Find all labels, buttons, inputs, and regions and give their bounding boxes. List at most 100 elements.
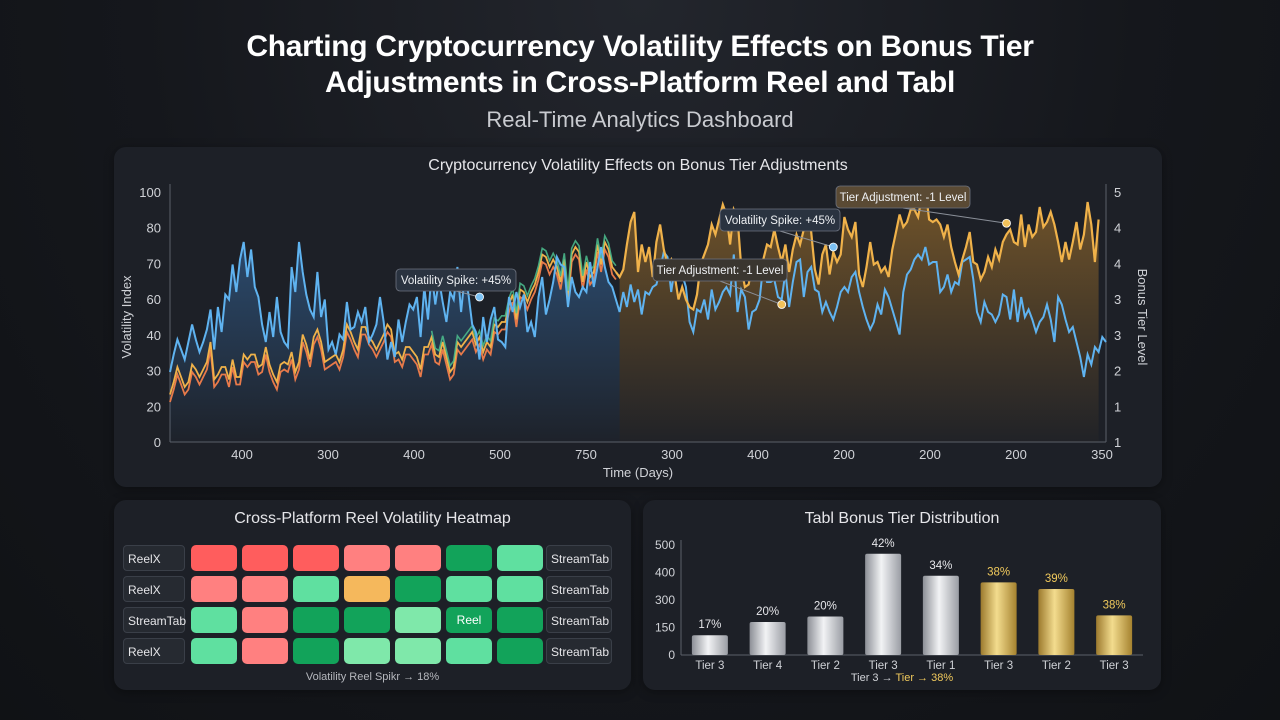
annotation-connector bbox=[902, 207, 1007, 224]
heatmap-cell[interactable] bbox=[395, 638, 441, 664]
x-axis-title: Time (Days) bbox=[603, 465, 673, 480]
bar bbox=[807, 616, 844, 655]
bar-y-tick: 0 bbox=[668, 648, 675, 662]
heatmap-cell[interactable] bbox=[395, 607, 441, 633]
heatmap-cell[interactable] bbox=[191, 545, 237, 571]
bar-y-tick: 300 bbox=[655, 593, 675, 607]
bar bbox=[865, 553, 902, 655]
volatility-area-fill bbox=[170, 242, 620, 442]
bar bbox=[691, 635, 728, 655]
annotation-label: Volatility Spike: +45% bbox=[401, 275, 511, 287]
heatmap-cell[interactable] bbox=[344, 576, 390, 602]
annotation-connector bbox=[779, 230, 834, 248]
y2-axis-title: Bonus Tier Level bbox=[1135, 269, 1150, 366]
y2-tick-label: 2 bbox=[1114, 364, 1121, 379]
heatmap-cell[interactable] bbox=[293, 607, 339, 633]
bar-value-label: 39% bbox=[1045, 573, 1068, 585]
bar-category-label: Tier 1 bbox=[926, 660, 955, 672]
bar-value-label: 38% bbox=[1103, 599, 1126, 611]
bar-caption-highlight: Tier → 38% bbox=[895, 672, 953, 684]
heatmap-cell[interactable] bbox=[191, 576, 237, 602]
heatmap-cell[interactable] bbox=[497, 607, 543, 633]
bar-category-label: Tier 2 bbox=[1042, 660, 1071, 672]
annotation-marker bbox=[777, 300, 787, 309]
heatmap-cell[interactable]: Reel bbox=[446, 607, 492, 633]
heatmap-cell[interactable] bbox=[395, 545, 441, 571]
heatmap-title: Cross-Platform Reel Volatility Heatmap bbox=[234, 510, 511, 527]
heatmap-cell[interactable] bbox=[242, 607, 288, 633]
bar bbox=[1038, 589, 1075, 655]
tier-line-early bbox=[169, 239, 617, 395]
heatmap-cell[interactable] bbox=[242, 638, 288, 664]
bar-category-label: Tier 2 bbox=[811, 660, 840, 672]
bar-category-label: Tier 3 bbox=[1100, 660, 1129, 672]
distribution-title: Tabl Bonus Tier Distribution bbox=[804, 510, 1000, 527]
y2-tick-label: 3 bbox=[1114, 292, 1121, 307]
annotation-connector bbox=[719, 280, 782, 305]
annotation-box bbox=[835, 185, 971, 209]
annotation-marker bbox=[828, 242, 838, 252]
bar-y-tick: 150 bbox=[655, 621, 675, 635]
bar-value-label: 38% bbox=[987, 566, 1010, 578]
x-tick-label: 200 bbox=[833, 447, 855, 462]
annotation-box bbox=[395, 268, 517, 292]
heatmap-cell[interactable] bbox=[293, 576, 339, 602]
heatmap-cell[interactable] bbox=[395, 576, 441, 602]
heatmap-row-label-right: StreamTab bbox=[546, 607, 612, 633]
x-tick-label: 300 bbox=[317, 447, 339, 462]
heatmap-row-label-left: ReelX bbox=[123, 576, 185, 602]
y2-tick-label: 4 bbox=[1114, 256, 1121, 271]
annotation-label: Tier Adjustment: -1 Level bbox=[840, 192, 967, 204]
volatility-line-chart[interactable]: Cryptocurrency Volatility Effects on Bon… bbox=[114, 147, 1162, 487]
y2-tick-label: 1 bbox=[1114, 399, 1121, 414]
heatmap-row-label-left: ReelX bbox=[123, 545, 185, 571]
bar-value-label: 20% bbox=[756, 606, 779, 618]
heatmap-cell[interactable] bbox=[446, 545, 492, 571]
bar-caption: Tier 3 → Tier → 38% bbox=[851, 672, 954, 684]
annotation-label: Volatility Spike: +45% bbox=[725, 215, 835, 227]
heatmap-cell[interactable] bbox=[191, 607, 237, 633]
tier-bar-chart[interactable]: 500 400 300 150 0 17% Tier 3 20% Tier 4 20% Tier 2… bbox=[643, 500, 1161, 690]
heatmap-row-label-right: StreamTab bbox=[546, 638, 612, 664]
bar-caption-part: Tier 3 → bbox=[851, 672, 896, 684]
y2-tick-label: 5 bbox=[1114, 185, 1121, 200]
heatmap-row-label-right: StreamTab bbox=[546, 576, 612, 602]
page-title-line-2: Adjustments in Cross-Platform Reel and T… bbox=[325, 66, 955, 99]
bar-category-label: Tier 3 bbox=[695, 660, 724, 672]
bar-category-label: Tier 4 bbox=[753, 660, 783, 672]
x-tick-label: 500 bbox=[489, 447, 511, 462]
heatmap-cell[interactable] bbox=[497, 545, 543, 571]
heatmap-row-label-left: StreamTab bbox=[123, 607, 186, 633]
x-tick-label: 400 bbox=[231, 447, 253, 462]
y-tick-label: 30 bbox=[147, 364, 161, 379]
page-subtitle: Real-Time Analytics Dashboard bbox=[486, 107, 794, 132]
y-tick-label: 0 bbox=[154, 435, 161, 450]
y2-tick-label: 4 bbox=[1114, 221, 1121, 236]
bar bbox=[749, 622, 786, 655]
heatmap-cell[interactable] bbox=[293, 638, 339, 664]
y-tick-label: 80 bbox=[147, 221, 161, 236]
heatmap-cell[interactable] bbox=[242, 576, 288, 602]
x-tick-label: 750 bbox=[575, 447, 597, 462]
heatmap-cell[interactable] bbox=[242, 545, 288, 571]
tier-line bbox=[615, 186, 1100, 312]
y-tick-label: 70 bbox=[147, 256, 161, 271]
heatmap-panel: Cross-Platform Reel Volatility Heatmap R… bbox=[114, 500, 631, 690]
y-tick-label: 100 bbox=[139, 185, 161, 200]
y-tick-label: 60 bbox=[147, 292, 161, 307]
heatmap-cell[interactable] bbox=[344, 607, 390, 633]
bar-value-label: 34% bbox=[929, 560, 952, 572]
annotation-box bbox=[719, 208, 841, 232]
heatmap-cell[interactable] bbox=[344, 545, 390, 571]
heatmap-cell[interactable] bbox=[293, 545, 339, 571]
x-tick-label: 400 bbox=[403, 447, 425, 462]
heatmap-cell[interactable] bbox=[446, 638, 492, 664]
heatmap-cell[interactable] bbox=[446, 576, 492, 602]
heatmap-cell[interactable] bbox=[344, 638, 390, 664]
bar-y-tick: 400 bbox=[655, 566, 675, 580]
x-tick-label: 200 bbox=[1005, 447, 1027, 462]
heatmap-cell[interactable] bbox=[191, 638, 237, 664]
x-tick-label: 350 bbox=[1091, 447, 1113, 462]
heatmap-cell[interactable] bbox=[497, 576, 543, 602]
heatmap-cell[interactable] bbox=[497, 638, 543, 664]
